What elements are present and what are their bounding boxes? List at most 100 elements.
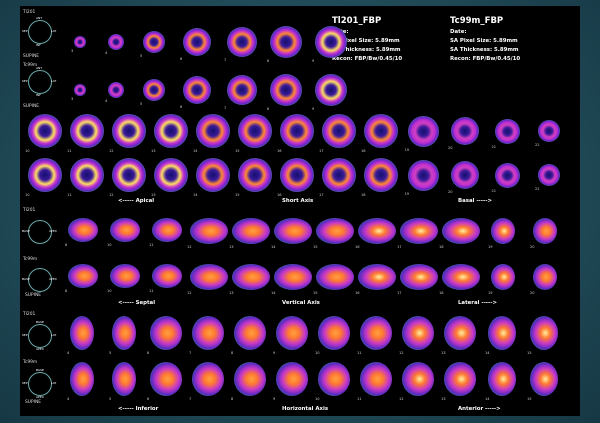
- orient-lat-5: LAT: [51, 333, 57, 337]
- vertical-axis-slice-tc: [152, 264, 182, 288]
- short-axis-grid-slice: [196, 158, 230, 192]
- orient-sep-6: SEP: [22, 381, 28, 385]
- short-axis-grid-slice: [28, 158, 62, 192]
- horizontal-axis-slice-tc: [530, 362, 558, 396]
- vertical-axis-slice-tl: [274, 218, 312, 244]
- slice-index: 16: [277, 149, 282, 153]
- tl-pixel-size: SA Pixel Size: 5.89mm: [332, 38, 400, 44]
- horizontal-axis-slice-tl: [192, 316, 224, 350]
- orient-base-4: BASE: [22, 277, 30, 281]
- vertical-axis-slice-tc: [400, 264, 438, 290]
- vertical-axis-slice-tc: [533, 264, 557, 290]
- vertical-axis-slice-tl: [358, 218, 396, 244]
- horizontal-axis-slice-tc: [360, 362, 392, 396]
- vertical-axis-slice-tc: [491, 264, 515, 290]
- vertical-axis-slice-tc: [316, 264, 354, 290]
- slice-index: 13: [229, 291, 234, 295]
- orient-base-5: BASE: [36, 320, 44, 324]
- short-axis-grid-slice: [238, 158, 272, 192]
- horizontal-axis-slice-tc: [318, 362, 350, 396]
- slice-index: 12: [109, 193, 114, 197]
- lateral-label: Lateral ----->: [458, 300, 498, 306]
- slice-index: 15: [313, 245, 318, 249]
- slice-index: 6: [147, 351, 150, 355]
- vertical-axis-slice-tl: [400, 218, 438, 244]
- slice-index: 7: [224, 106, 227, 110]
- vertical-axis-slice-tc: [358, 264, 396, 290]
- slice-index: 18: [361, 149, 366, 153]
- slice-index: 16: [355, 291, 360, 295]
- slice-index: 4: [105, 99, 108, 103]
- slice-index: 14: [271, 245, 276, 249]
- short-axis-slice-tl: [108, 34, 124, 50]
- apical-label: <----- Apical: [118, 198, 155, 204]
- horizontal-axis-slice-tc: [402, 362, 434, 396]
- slice-index: 15: [235, 149, 240, 153]
- slice-index: 11: [67, 193, 72, 197]
- short-axis-grid-slice: [494, 162, 520, 188]
- slice-index: 3: [71, 97, 74, 101]
- short-axis-slice-tc: [183, 76, 211, 104]
- orientation-reference-2: [28, 70, 52, 94]
- slice-index: 14: [271, 291, 276, 295]
- slice-index: 21: [491, 144, 497, 149]
- short-axis-grid-slice: [451, 117, 479, 145]
- slice-index: 13: [441, 397, 446, 401]
- slice-index: 10: [25, 149, 30, 153]
- vertical-axis-slice-tl: [442, 218, 480, 244]
- short-axis-slice-tc: [143, 79, 165, 101]
- inferior-label: <----- Inferior: [118, 406, 159, 412]
- slice-index: 13: [441, 351, 446, 355]
- orientation-reference-5: [28, 324, 52, 348]
- slice-index: 13: [151, 193, 156, 197]
- slice-index: 18: [439, 291, 444, 295]
- short-axis-slice-tl: [143, 31, 165, 53]
- row-label-tc-vert: Tc99m: [23, 257, 38, 262]
- short-axis-grid-slice: [112, 114, 146, 148]
- slice-index: 20: [530, 245, 535, 249]
- basal-label: Basal ----->: [458, 198, 493, 204]
- supine-label-top-2: SUPINE: [23, 104, 40, 109]
- slice-index: 4: [67, 397, 70, 401]
- orientation-reference-3: [28, 220, 52, 244]
- orientation-reference-4: [28, 268, 52, 292]
- short-axis-label: Short Axis: [282, 198, 314, 204]
- supine-label-top: SUPINE: [23, 54, 40, 59]
- vertical-axis-slice-tc: [110, 264, 140, 288]
- slice-index: 12: [187, 245, 192, 249]
- slice-index: 12: [399, 397, 404, 401]
- slice-index: 9: [273, 397, 276, 401]
- short-axis-slice-tl: [227, 27, 257, 57]
- tc-series-title: Tc99m_FBP: [450, 16, 504, 26]
- vertical-axis-label: Vertical Axis: [282, 300, 320, 306]
- orient-ant-2: ANT: [36, 66, 43, 70]
- row-label-tl-vert: Tl201: [23, 208, 36, 213]
- slice-index: 7: [189, 351, 192, 355]
- slice-index: 14: [193, 193, 198, 197]
- row-label-tl-horiz: Tl201: [23, 312, 36, 317]
- slice-index: 19: [404, 191, 410, 196]
- slice-index: 11: [357, 397, 362, 401]
- short-axis-grid-slice: [322, 114, 356, 148]
- slice-index: 10: [315, 397, 320, 401]
- slice-index: 15: [527, 397, 532, 401]
- orient-sep-1: SEP: [22, 29, 28, 33]
- slice-index: 7: [189, 397, 192, 401]
- slice-index: 9: [312, 59, 315, 63]
- horizontal-axis-slice-tl: [402, 316, 434, 350]
- slice-index: 14: [485, 351, 490, 355]
- slice-index: 8: [231, 351, 234, 355]
- short-axis-grid-slice: [280, 114, 314, 148]
- slice-index: 18: [439, 245, 444, 249]
- slice-index: 22: [535, 187, 540, 191]
- orient-lat-6: LAT: [51, 381, 57, 385]
- vertical-axis-slice-tl: [232, 218, 270, 244]
- short-axis-grid-slice: [407, 115, 439, 147]
- slice-index: 16: [277, 193, 282, 197]
- short-axis-grid-slice: [112, 158, 146, 192]
- slice-index: 4: [67, 351, 70, 355]
- short-axis-slice-tc: [270, 74, 302, 106]
- vertical-axis-slice-tl: [68, 218, 98, 242]
- slice-index: 6: [180, 105, 183, 109]
- slice-index: 22: [535, 143, 540, 147]
